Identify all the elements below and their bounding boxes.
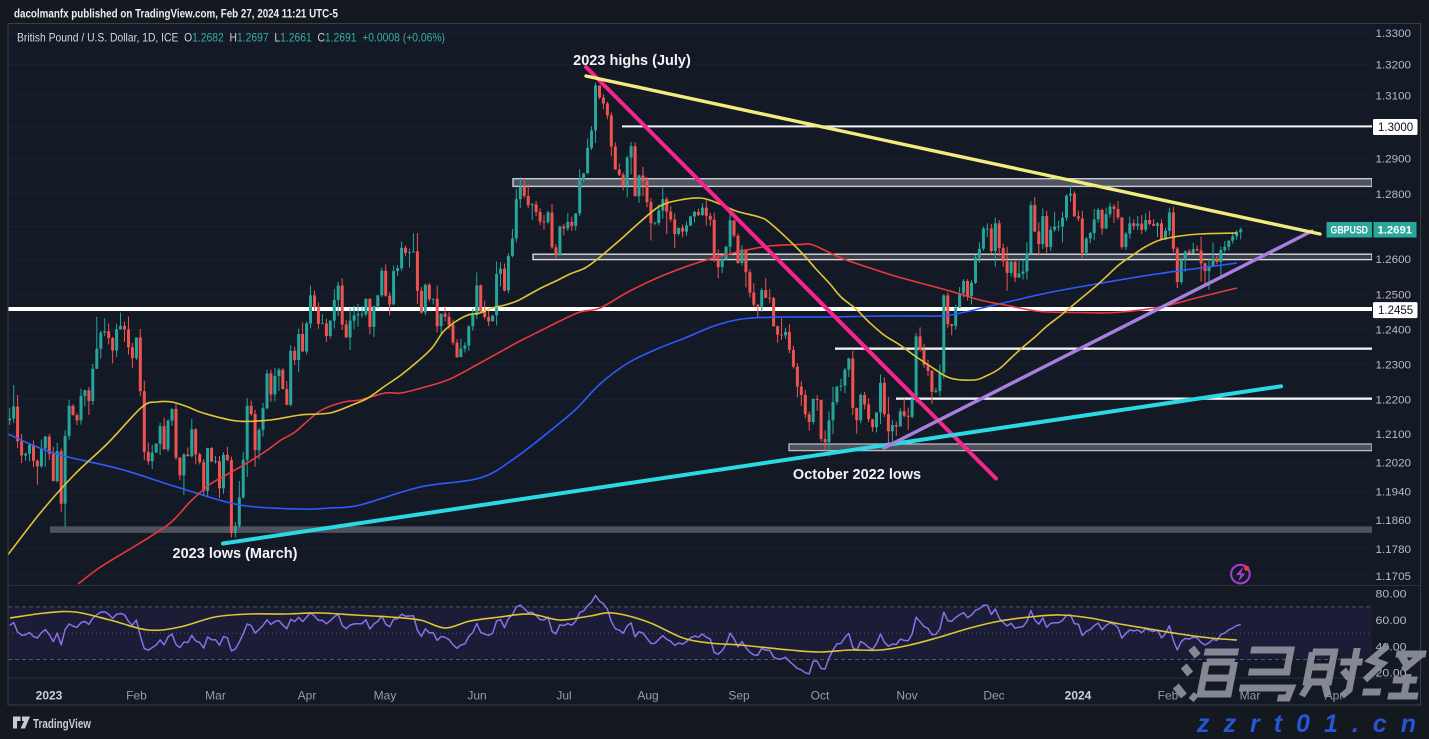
svg-text:1.2400: 1.2400 — [1376, 324, 1412, 336]
svg-text:2023 lows (March): 2023 lows (March) — [173, 546, 298, 562]
svg-text:2023: 2023 — [36, 689, 63, 703]
svg-text:Nov: Nov — [896, 689, 917, 703]
svg-text:dacolmanfx published on Tradin: dacolmanfx published on TradingView.com,… — [14, 8, 338, 21]
svg-text:1.1860: 1.1860 — [1376, 515, 1412, 527]
svg-text:1.2200: 1.2200 — [1376, 395, 1412, 407]
svg-text:1.2500: 1.2500 — [1376, 289, 1412, 301]
svg-text:Feb: Feb — [1158, 689, 1179, 703]
svg-text:1.2300: 1.2300 — [1376, 360, 1412, 372]
svg-text:1.3000: 1.3000 — [1378, 122, 1413, 134]
svg-text:Oct: Oct — [811, 689, 830, 703]
svg-text:1.3300: 1.3300 — [1376, 28, 1412, 40]
svg-text:1.2020: 1.2020 — [1376, 458, 1412, 470]
svg-text:Jun: Jun — [467, 689, 486, 703]
svg-text:1.2455: 1.2455 — [1378, 305, 1413, 317]
svg-text:1.2691: 1.2691 — [1378, 225, 1413, 237]
svg-text:Aug: Aug — [637, 689, 658, 703]
svg-text:Mar: Mar — [205, 689, 226, 703]
svg-text:GBPUSD: GBPUSD — [1331, 225, 1369, 237]
svg-text:1.3100: 1.3100 — [1376, 91, 1412, 103]
svg-text:October 2022 lows: October 2022 lows — [793, 467, 921, 483]
svg-text:2024: 2024 — [1065, 689, 1092, 703]
svg-text:1.2900: 1.2900 — [1376, 154, 1412, 166]
svg-text:80.00: 80.00 — [1376, 589, 1407, 601]
svg-text:1.2100: 1.2100 — [1376, 429, 1412, 441]
svg-text:1.1780: 1.1780 — [1376, 544, 1412, 556]
svg-text:Dec: Dec — [983, 689, 1004, 703]
svg-text:May: May — [374, 689, 397, 703]
svg-text:Apr: Apr — [298, 689, 317, 703]
svg-text:Feb: Feb — [126, 689, 147, 703]
svg-text:1.1705: 1.1705 — [1376, 571, 1412, 583]
svg-text:Jul: Jul — [556, 689, 571, 703]
svg-text:2023 highs (July): 2023 highs (July) — [573, 53, 691, 69]
svg-text:Sep: Sep — [728, 689, 750, 703]
svg-text:60.00: 60.00 — [1376, 615, 1407, 627]
svg-text:TradingView: TradingView — [33, 716, 91, 731]
svg-text:zzrt01.cn: zzrt01.cn — [1196, 710, 1429, 738]
svg-text:1.1940: 1.1940 — [1376, 487, 1412, 499]
svg-text:Mar: Mar — [1240, 689, 1261, 703]
svg-text:1.2800: 1.2800 — [1376, 189, 1412, 201]
svg-text:British Pound / U.S. Dollar, 1: British Pound / U.S. Dollar, 1D, ICE O1.… — [17, 31, 445, 45]
svg-text:1.3200: 1.3200 — [1376, 60, 1412, 72]
svg-text:1.2600: 1.2600 — [1376, 254, 1412, 266]
